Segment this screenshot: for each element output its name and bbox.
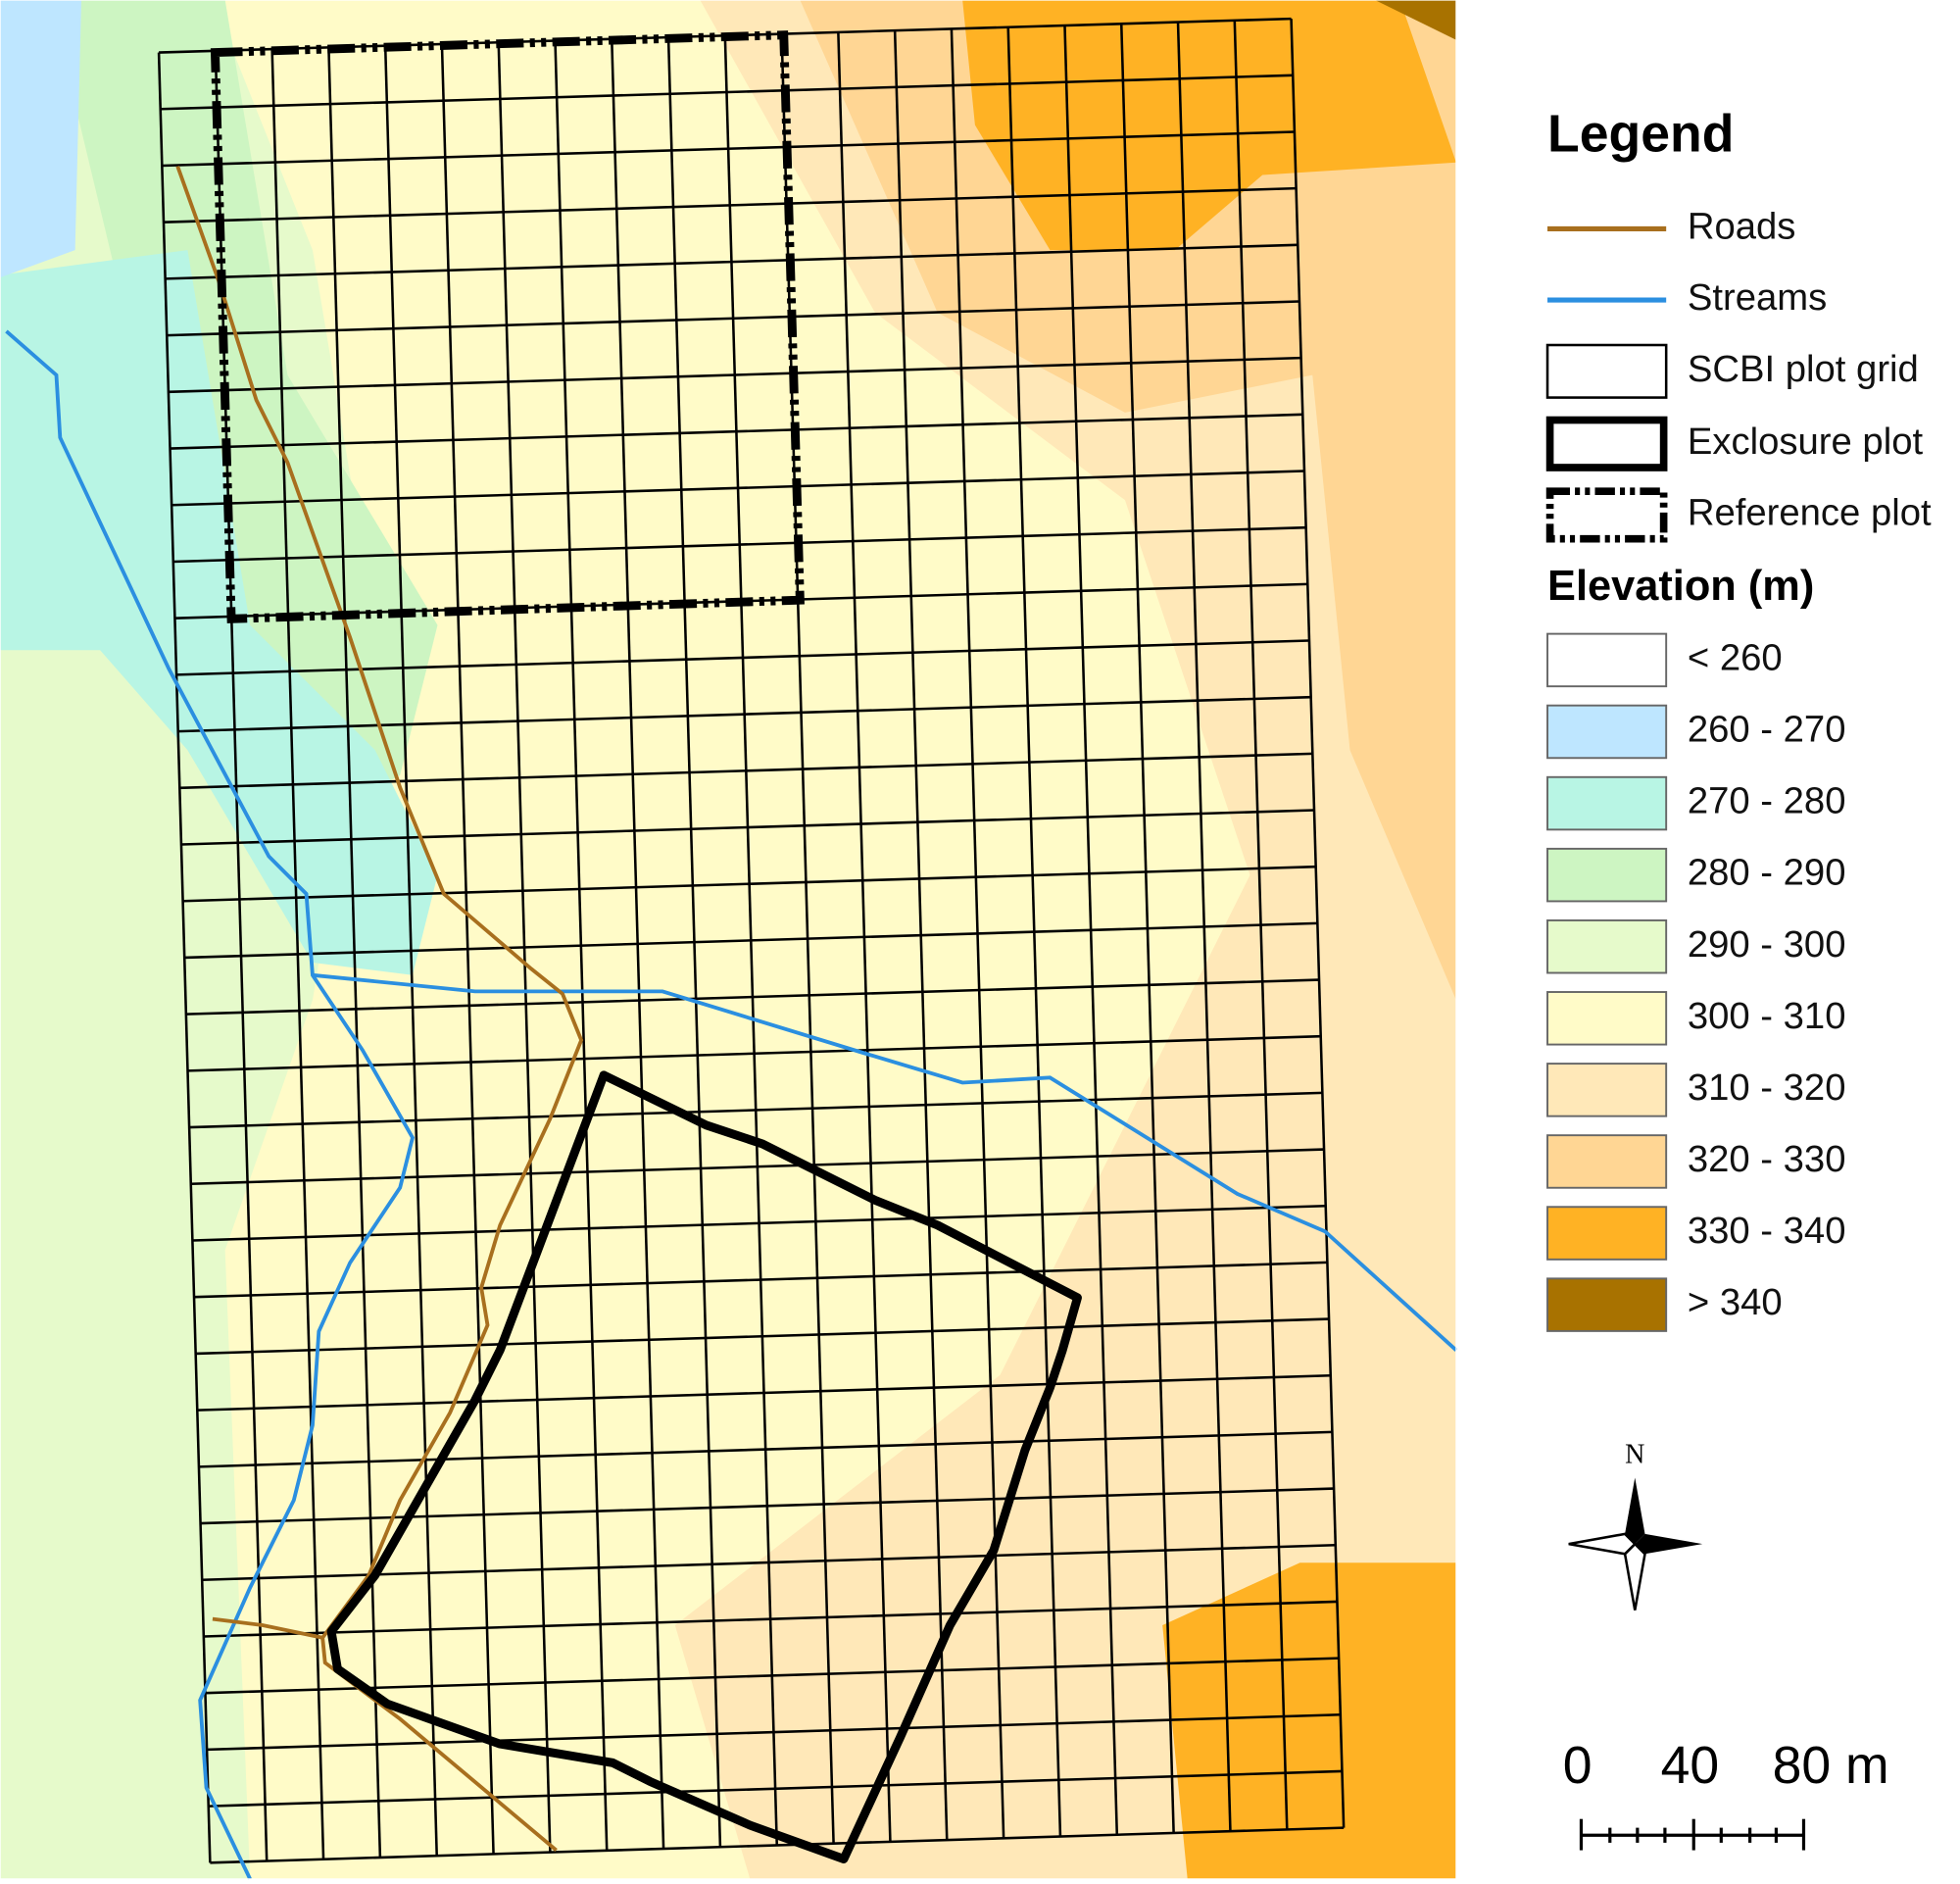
legend-swatch [1546,1063,1668,1117]
legend-title: Legend [1547,105,1734,163]
legend-label: 300 - 310 [1688,995,1846,1037]
elevation-zone [0,0,82,278]
grid-line [180,809,1315,846]
legend-label: SCBI plot grid [1688,348,1919,390]
grid-line [179,752,1313,790]
grid-line [210,1826,1345,1864]
legend-label: 280 - 290 [1688,852,1846,894]
elevation-title: Elevation (m) [1547,563,1814,610]
grid-line [163,186,1297,223]
grid-line [193,1261,1328,1299]
scale-label: 80 m [1773,1737,1889,1795]
elevation-zone [1375,0,1456,40]
legend-swatch [1546,991,1668,1046]
grid-line [172,470,1304,507]
legend-label: 310 - 320 [1688,1066,1846,1109]
elevation-zone [0,250,438,975]
grid-line [167,300,1299,337]
legend-swatch [1546,1134,1668,1189]
legend-swatch [1546,704,1668,760]
grid-line [197,1373,1331,1412]
grid-line [165,243,1298,280]
scale-bar [1579,1818,1806,1851]
legend-swatch [1546,1277,1668,1332]
grid-line [172,525,1306,564]
grid-line [195,1317,1330,1356]
legend-swatch [1546,918,1668,974]
legend-label: 320 - 330 [1688,1138,1846,1180]
grid-line [190,1148,1325,1186]
grid-line [200,1487,1335,1525]
north-arrow: N [1568,1439,1703,1611]
legend-swatch [1546,847,1668,903]
elevation-zone [800,0,1456,1001]
elevation-zone [962,0,1456,251]
legend-swatch [1546,632,1668,688]
grid-line [205,1657,1340,1695]
grid-line [160,74,1294,111]
legend-symbol [1545,343,1668,399]
elevation-zone [674,0,1456,1879]
elevation-zone [1162,1562,1456,1879]
grid-line [208,1769,1343,1808]
north-label: N [1625,1439,1644,1469]
grid-line [202,1543,1336,1582]
legend-swatch [1546,1206,1668,1261]
grid-line [168,356,1301,394]
legend-label: 330 - 340 [1688,1210,1846,1252]
legend-swatch [1546,775,1668,831]
plot-grid [157,17,1346,1864]
legend-label: < 260 [1688,637,1783,679]
stream [312,972,1458,1352]
grid-line [184,921,1318,960]
reference-plot [210,30,805,623]
grid-line [207,1712,1341,1752]
scale-label: 0 [1563,1737,1592,1795]
legend-label: Roads [1688,206,1796,248]
grid-line [189,1091,1323,1129]
legend-label: 270 - 280 [1688,780,1846,822]
grid-line [170,413,1303,450]
legend-label: Reference plot [1688,492,1932,534]
grid-line [185,978,1320,1016]
grid-line [198,1430,1333,1468]
legend-label: 290 - 300 [1688,923,1846,966]
road [212,1616,323,1640]
legend-label: 260 - 270 [1688,709,1846,751]
exclosure-plot [326,1070,1082,1863]
grid-line [182,865,1316,903]
legend-label: > 340 [1688,1281,1783,1323]
legend-symbol [1545,487,1668,543]
legend-symbol [1545,416,1668,471]
scale-label: 40 [1661,1737,1720,1795]
grid-line [192,1204,1326,1242]
grid-line [162,130,1295,168]
stream [5,329,416,1880]
legend-label: Exclosure plot [1688,421,1924,463]
map-frame [0,0,1456,1879]
grid-line [203,1600,1338,1638]
legend-label: Streams [1688,276,1827,319]
legend: Legend Elevation (m) Roads Streams SCBI pl… [1545,105,1932,1332]
grid-line [177,695,1311,733]
grid-line [176,639,1310,676]
grid-line [187,1034,1321,1072]
